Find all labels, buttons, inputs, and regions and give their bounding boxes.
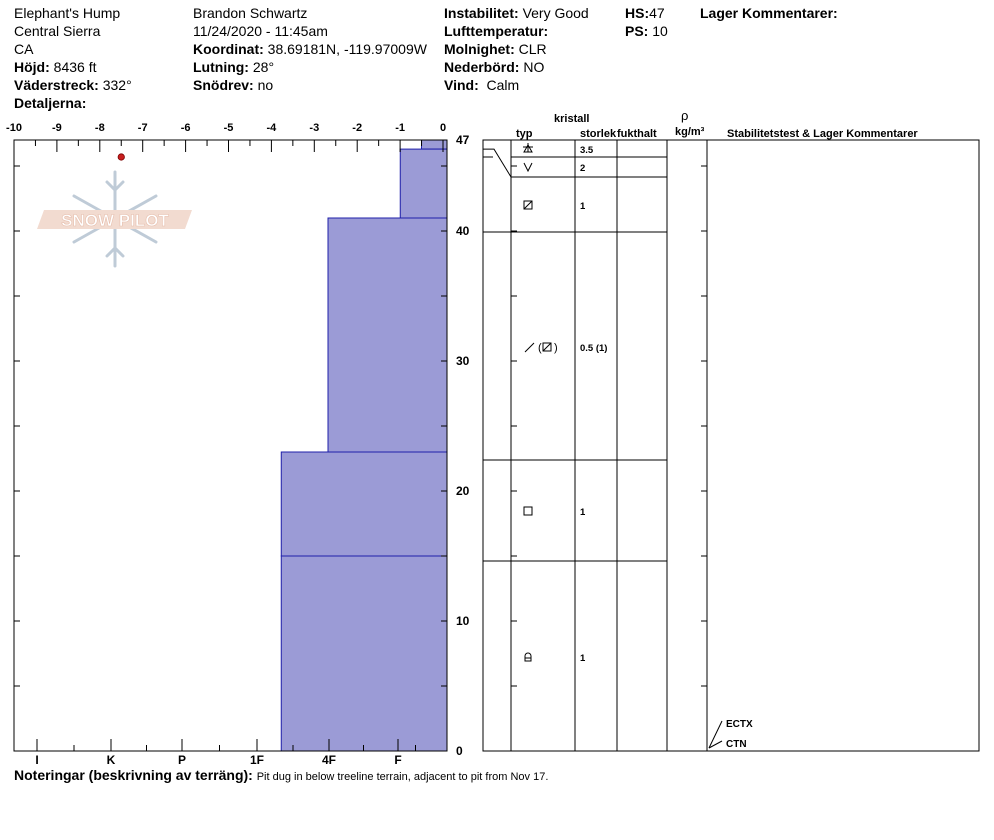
elevation: Höjd: 8436 ft	[14, 59, 97, 75]
aspect: Väderstreck: 332°	[14, 77, 132, 93]
air-temp-label: Lufttemperatur:	[444, 23, 549, 39]
state-name: CA	[14, 41, 34, 57]
hardness-bar-4	[280, 451, 448, 557]
temp-tick-label: -10	[6, 122, 22, 134]
stability-comments-header: Stabilitetstest & Lager Kommentarer	[727, 128, 918, 140]
rho-header: ρ	[681, 108, 689, 123]
stability-test-label: CTN	[726, 739, 747, 750]
crystal-paren-close: )	[554, 342, 558, 354]
crystal-size-label: 1	[580, 653, 586, 664]
hardness-bar-5	[280, 555, 448, 752]
hardness-tick-label: 4F	[322, 753, 336, 767]
temp-tick-label: -7	[138, 122, 148, 134]
temp-tick-label: -6	[181, 122, 191, 134]
hardness-bar-3	[327, 217, 448, 453]
layer-comments-label: Lager Kommentarer:	[700, 5, 838, 21]
crystal-size-label: 1	[580, 201, 586, 212]
coordinates: Koordinat: 38.69181N, -119.97009W	[193, 41, 427, 57]
hardness-tick-label: 1F	[250, 753, 264, 767]
hardness-bar-2	[399, 148, 448, 219]
temp-tick-label: -5	[224, 122, 234, 134]
location-name: Elephant's Hump	[14, 5, 121, 21]
details-label: Detaljerna:	[14, 95, 87, 111]
temp-tick-label: -2	[352, 122, 362, 134]
hardness-tick-label: I	[35, 753, 38, 767]
hs-value: HS:47	[625, 5, 665, 21]
depth-hoar-crystal-icon	[523, 162, 533, 173]
faceted-rounded-crystal-icon	[542, 342, 552, 352]
temp-tick-label: -3	[309, 122, 319, 134]
profile-frame	[13, 139, 448, 752]
size-header: storlek	[580, 128, 616, 140]
temp-tick-label: -1	[395, 122, 405, 134]
faceted-rounded-crystal-icon	[523, 200, 533, 210]
density-header: kg/m³	[675, 126, 705, 138]
temp-tick-label: 0	[440, 122, 446, 134]
crystal-size-label: 2	[580, 163, 585, 174]
range-name: Central Sierra	[14, 23, 101, 39]
hardness-tick-label: F	[394, 753, 401, 767]
depth-tick-label: 10	[456, 614, 470, 628]
stability-test-label: ECTX	[726, 719, 753, 730]
crystal-header: kristall	[554, 113, 590, 125]
stability-test-arrow	[708, 740, 723, 749]
crystal-size-label: 3.5	[580, 145, 594, 156]
ps-value: PS: 10	[625, 23, 668, 39]
moisture-header: fukthalt	[617, 128, 657, 140]
datetime: 11/24/2020 - 11:45am	[193, 23, 328, 39]
depth-tick-label: 30	[456, 354, 470, 368]
depth-tick-label: 40	[456, 224, 470, 238]
stability: Instabilitet: Very Good	[444, 5, 589, 21]
type-header: typ	[516, 128, 533, 140]
observer-name: Brandon Schwartz	[193, 5, 308, 21]
decomposing-crystal-icon	[523, 143, 533, 153]
layer-table-frame	[482, 139, 980, 752]
air-temp-marker	[117, 153, 125, 161]
temp-tick-label: -8	[95, 122, 105, 134]
faceted-slash-icon	[523, 200, 533, 210]
snowpilot-logo: SNOW PILOT	[37, 170, 192, 268]
crystal-size-label: 0.5 (1)	[580, 343, 607, 354]
precipitation: Nederbörd: NO	[444, 59, 545, 75]
terrain-notes: Noteringar (beskrivning av terräng): Pit…	[14, 767, 549, 783]
faceted-crystal-icon	[523, 506, 533, 516]
hardness-tick-label: K	[107, 753, 116, 767]
hardness-tick-label: P	[178, 753, 186, 767]
depth-tick-label: 20	[456, 484, 470, 498]
rounded-faceted-crystal-icon	[524, 652, 532, 662]
depth-tick-label: 0	[456, 744, 463, 758]
temp-tick-label: -9	[52, 122, 62, 134]
layer-connector	[483, 148, 512, 178]
faceted-slash-icon	[542, 342, 552, 352]
crystal-paren-open: (	[538, 342, 542, 354]
depth-tick-label: 47	[456, 133, 470, 147]
crystal-size-label: 1	[580, 507, 586, 518]
slope: Lutning: 28°	[193, 59, 275, 75]
wind: Vind: Calm	[444, 77, 520, 93]
sky-cover: Molnighet: CLR	[444, 41, 547, 57]
wind-drift: Snödrev: no	[193, 77, 274, 93]
decomposing-fragment-icon	[524, 342, 535, 353]
stability-test-arrow	[708, 720, 723, 749]
snowpilot-logo-text: SNOW PILOT	[61, 211, 169, 230]
temp-tick-label: -4	[267, 122, 278, 134]
